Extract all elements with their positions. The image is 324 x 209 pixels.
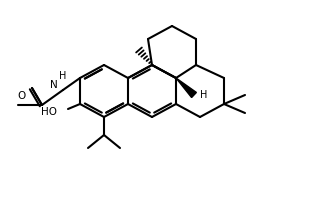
- Text: N: N: [50, 80, 58, 90]
- Polygon shape: [176, 78, 196, 98]
- Text: O: O: [18, 91, 26, 101]
- Text: H: H: [59, 71, 67, 81]
- Text: HO: HO: [41, 107, 57, 117]
- Text: H: H: [200, 90, 207, 100]
